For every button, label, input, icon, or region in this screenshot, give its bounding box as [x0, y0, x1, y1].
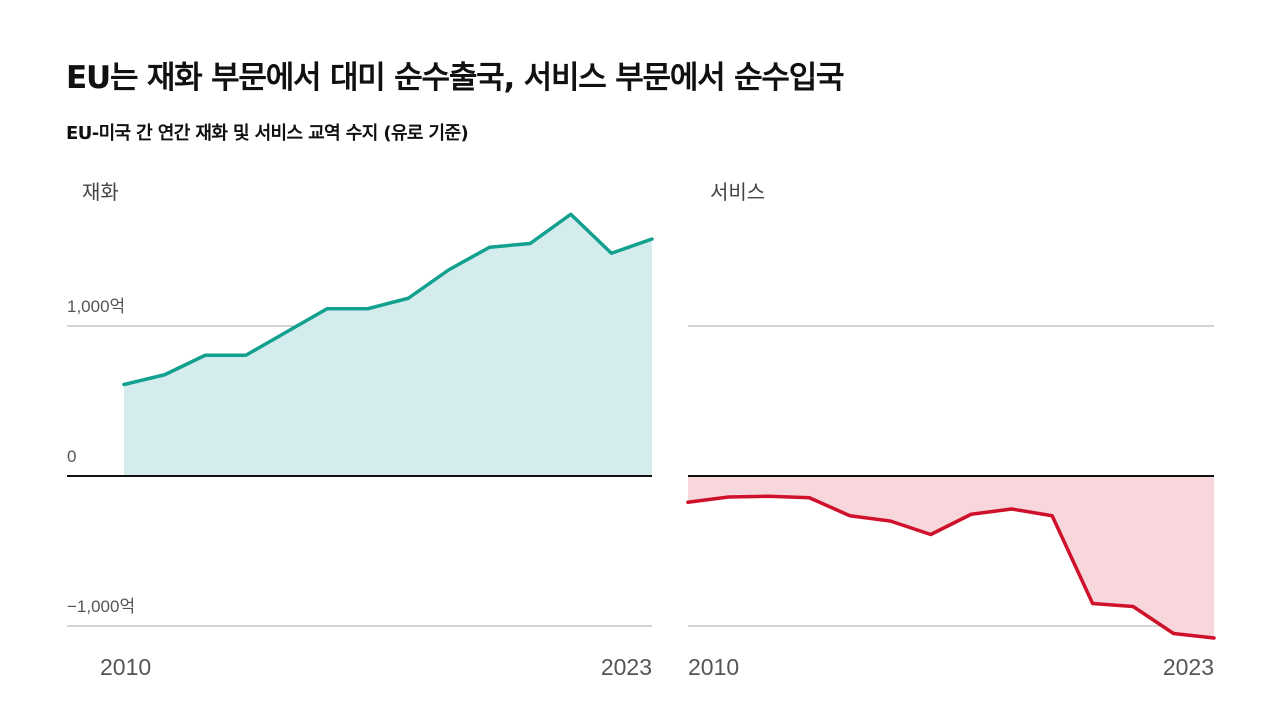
chart-subtitle: EU-미국 간 연간 재화 및 서비스 교역 수지 (유로 기준): [66, 123, 469, 144]
goods-y-tick-label: 0: [67, 447, 76, 466]
goods-x-tick-label: 2023: [601, 654, 652, 680]
goods-y-tick-label: −1,000억: [67, 597, 135, 616]
goods-series-line: [122, 212, 654, 387]
services-panel-label: 서비스: [710, 181, 765, 204]
goods-x-tick-label: 2010: [100, 654, 151, 680]
goods-area-fill: [124, 214, 652, 476]
goods-y-tick-label: 1,000억: [67, 297, 125, 316]
services-area-fill: [688, 476, 1214, 638]
services-series-line: [686, 494, 1216, 640]
chart-title: EU는 재화 부문에서 대미 순수출국, 서비스 부문에서 순수입국: [66, 60, 845, 96]
goods-panel-label: 재화: [82, 181, 119, 204]
services-x-tick-label: 2010: [688, 654, 739, 680]
services-x-tick-label: 2023: [1163, 654, 1214, 680]
